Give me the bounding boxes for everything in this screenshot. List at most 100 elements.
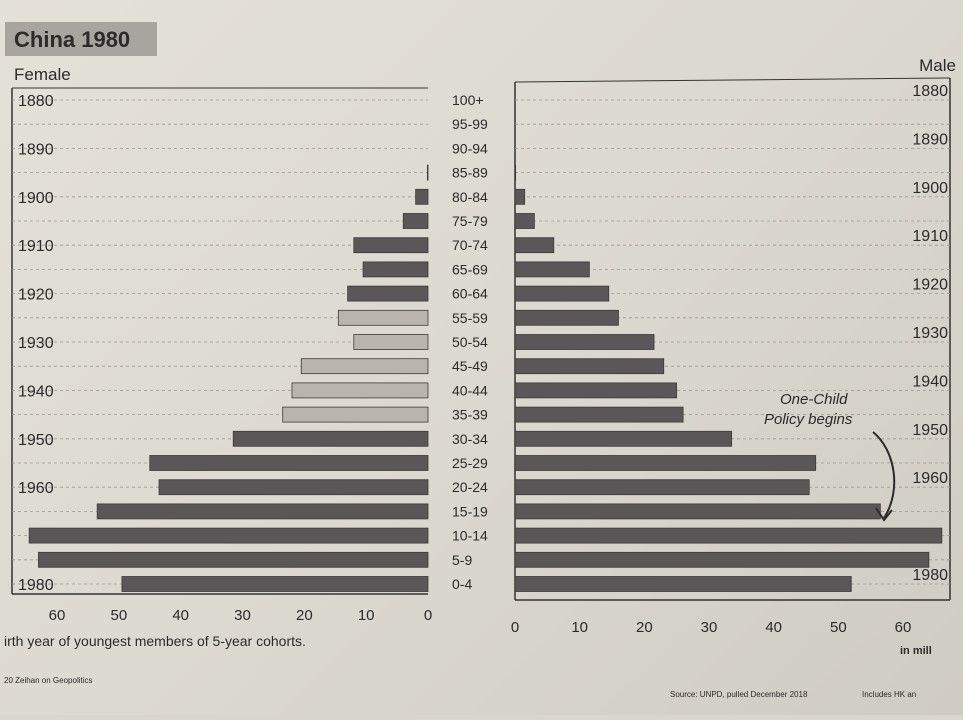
male-birth-year-label: 1960: [912, 470, 948, 487]
female-birth-year-label: 1930: [18, 335, 54, 352]
age-group-label: 35-39: [452, 407, 488, 423]
male-label: Male: [919, 56, 956, 75]
male-bar: [514, 285, 610, 302]
male-birth-year-label: 1940: [912, 373, 948, 390]
female-bar: [291, 382, 429, 399]
male-birth-year-label: 1910: [912, 228, 948, 245]
age-group-label: 75-79: [452, 213, 488, 229]
male-bar: [514, 261, 590, 278]
male-bar: [514, 188, 526, 205]
female-x-tick-label: 10: [358, 607, 375, 624]
female-bar: [121, 576, 429, 592]
female-birth-year-label: 1920: [18, 287, 54, 304]
age-group-label: 10-14: [452, 528, 488, 544]
age-group-label: 95-99: [452, 116, 488, 132]
male-x-tick-labels: 0 10 20 30 40 50 60: [511, 619, 912, 636]
male-bar: [514, 382, 678, 399]
female-birth-year-label: 1910: [18, 238, 54, 255]
male-x-tick-label: 20: [636, 619, 653, 636]
female-bar: [232, 430, 429, 447]
male-birth-year-labels: 1880 1890 1900 1910 1920 1930 1940 1950 1960 1980: [912, 83, 948, 584]
annotation-line-1: One-Child: [780, 391, 848, 408]
female-bar: [402, 213, 429, 229]
age-group-label: 20-24: [452, 479, 488, 495]
credit-text: 20 Zeihan on Geopolitics: [4, 676, 93, 685]
female-bar: [38, 551, 429, 568]
male-bar: [514, 430, 733, 447]
age-group-label: 65-69: [452, 261, 488, 277]
male-bar: [514, 334, 655, 350]
male-x-tick-label: 40: [765, 619, 782, 636]
female-x-tick-label: 0: [424, 607, 432, 624]
female-birth-year-label: 1880: [18, 93, 54, 110]
female-birth-year-label: 1980: [18, 577, 54, 594]
age-group-label: 5-9: [452, 552, 472, 568]
age-group-label: 45-49: [452, 358, 488, 374]
male-bar: [514, 527, 943, 544]
female-bar: [96, 503, 429, 520]
male-bar: [514, 406, 684, 423]
female-bar: [28, 527, 429, 544]
male-x-tick-label: 60: [895, 619, 912, 636]
age-group-label: 70-74: [452, 237, 488, 253]
male-birth-year-label: 1880: [912, 83, 948, 100]
annotation-arrow: [872, 431, 896, 519]
male-bar: [514, 358, 665, 375]
male-birth-year-label: 1890: [912, 131, 948, 148]
female-x-tick-labels: 60 50 40 30 20 10 0: [49, 607, 433, 624]
female-bar: [300, 358, 429, 375]
source-text: Source: UNPD, pulled December 2018: [670, 690, 808, 699]
male-birth-year-label: 1950: [912, 422, 948, 439]
female-birth-year-label: 1940: [18, 383, 54, 400]
male-x-tick-label: 30: [701, 619, 718, 636]
female-bar: [282, 406, 429, 423]
female-bar: [362, 261, 429, 278]
male-bar: [514, 455, 817, 471]
title-background: [5, 22, 157, 56]
age-group-label: 90-94: [452, 140, 488, 156]
age-group-label: 100+: [452, 92, 484, 108]
age-group-labels: 100+ 95-99 90-94 85-89 80-84 75-79 70-74 65-69 6…: [452, 92, 488, 592]
male-bar: [514, 479, 810, 496]
one-child-annotation: One-Child Policy begins: [764, 391, 896, 522]
female-bar: [353, 334, 429, 350]
female-birth-year-label: 1960: [18, 480, 54, 497]
female-x-tick-label: 20: [296, 607, 313, 624]
male-bar: [514, 503, 881, 520]
male-birth-year-label: 1920: [912, 277, 948, 294]
annotation-arrowhead: [875, 507, 893, 522]
female-bar: [353, 237, 429, 254]
male-bar: [514, 309, 619, 326]
female-birth-year-labels: 1880 1890 1900 1910 1920 1930 1940 1950 1960 1980: [18, 93, 54, 594]
female-bar: [347, 285, 429, 302]
female-x-tick-label: 40: [172, 607, 189, 624]
female-x-tick-label: 60: [49, 607, 66, 624]
male-x-tick-label: 0: [511, 619, 519, 636]
female-bar: [415, 188, 429, 205]
male-bar: [514, 576, 852, 592]
includes-text: Includes HK an: [862, 690, 916, 699]
female-label: Female: [14, 65, 71, 84]
age-group-label: 30-34: [452, 431, 488, 447]
female-x-tick-label: 30: [234, 607, 251, 624]
female-birth-year-label: 1890: [18, 141, 54, 158]
female-bars: [28, 164, 429, 592]
age-group-label: 0-4: [452, 576, 472, 592]
age-group-label: 80-84: [452, 189, 488, 205]
chart-title: China 1980: [14, 27, 130, 52]
male-bar: [514, 213, 535, 229]
male-birth-year-label: 1900: [912, 180, 948, 197]
male-bar: [514, 237, 555, 254]
male-x-tick-label: 50: [830, 619, 847, 636]
age-group-label: 60-64: [452, 286, 488, 302]
age-group-label: 85-89: [452, 165, 488, 181]
units-text: in mill: [900, 645, 932, 657]
female-bar: [426, 164, 429, 181]
female-bar: [149, 455, 429, 471]
male-bars: [514, 164, 943, 592]
age-group-label: 15-19: [452, 503, 488, 519]
female-birth-year-label: 1900: [18, 190, 54, 207]
male-birth-year-label: 1930: [912, 325, 948, 342]
female-x-tick-label: 50: [110, 607, 127, 624]
female-bar: [337, 309, 429, 326]
